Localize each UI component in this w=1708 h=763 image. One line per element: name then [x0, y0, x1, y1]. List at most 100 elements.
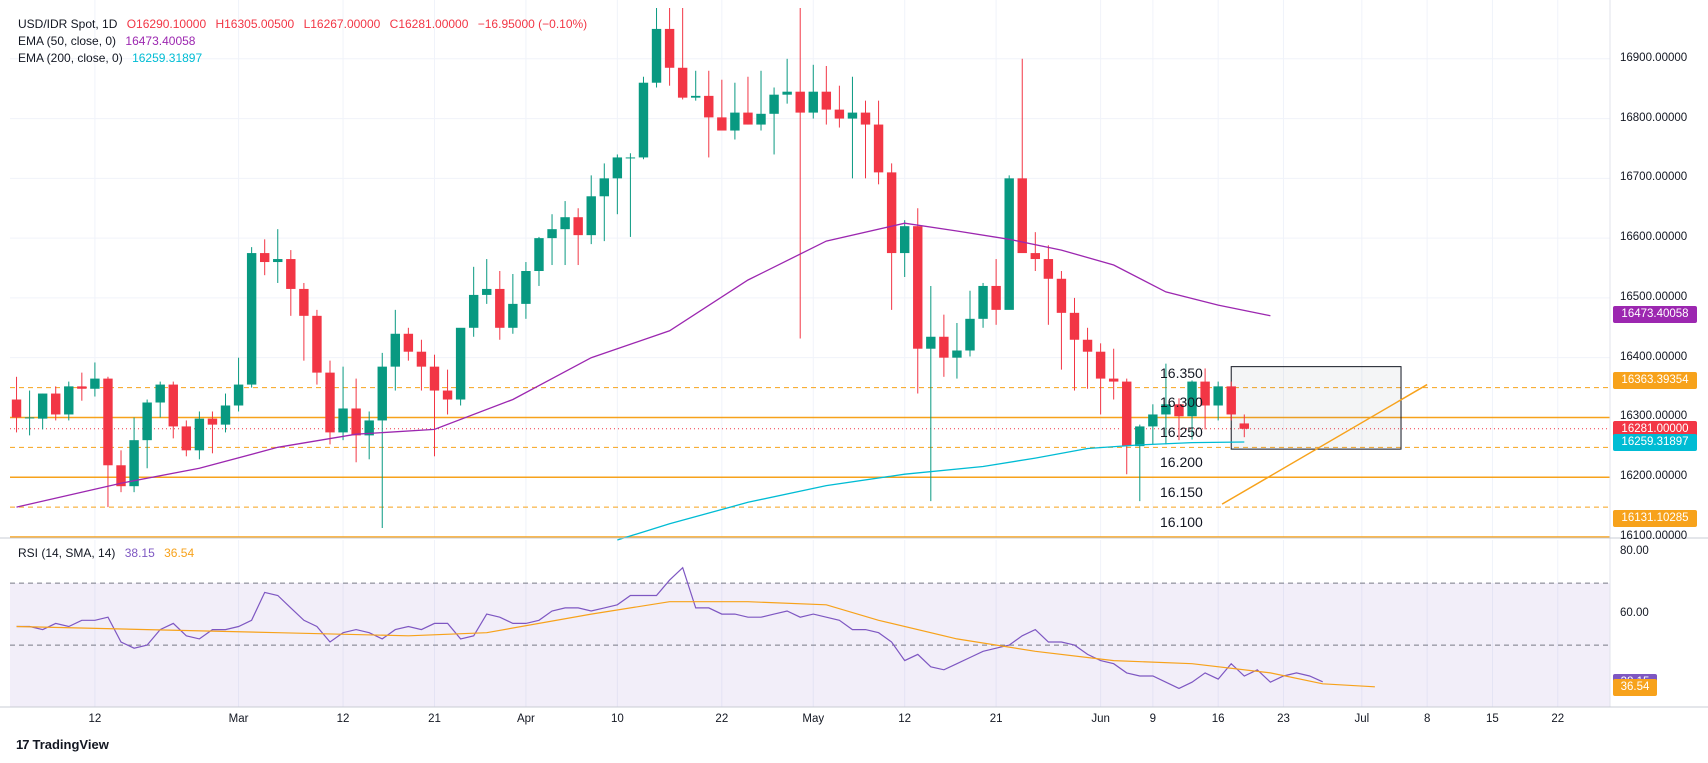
price-tag: 16131.10285 [1613, 510, 1697, 528]
candle-body [1213, 386, 1223, 406]
level-label: 16.200 [1160, 454, 1203, 471]
candle-body [11, 399, 22, 418]
price-tick-label: 16100.00000 [1620, 530, 1688, 542]
candle-body [116, 465, 126, 487]
rsi-sma-line [16, 601, 1375, 688]
candle-body [651, 28, 662, 83]
ema200-line [617, 441, 1245, 541]
candle-body [103, 378, 113, 466]
date-tick-label: 16 [1211, 713, 1225, 725]
date-tick-label: 23 [1277, 713, 1290, 725]
date-tick-label: Jun [1091, 713, 1110, 725]
low-value: L16267.00000 [303, 17, 381, 31]
candle-body [51, 393, 61, 415]
candle-body [926, 336, 936, 349]
candle-body [468, 294, 479, 328]
level-label: 16.300 [1160, 394, 1203, 411]
candle-body [717, 117, 727, 131]
candle-body [259, 253, 270, 263]
date-tick-label: Jul [1354, 713, 1370, 725]
candle-body [168, 384, 178, 427]
candle-body [913, 226, 923, 349]
candle-body [482, 288, 492, 295]
price-tag: 16281.00000 [1613, 420, 1697, 438]
candle-body [455, 327, 466, 400]
candle-body [795, 91, 805, 113]
date-tick-label: 15 [1486, 713, 1499, 725]
date-tick-label: 10 [610, 713, 624, 725]
consolidation-box [1230, 366, 1402, 450]
rsi-tick-label: 60.00 [1620, 607, 1649, 620]
candle-body [952, 350, 962, 358]
price-tick-label: 16200.00000 [1620, 470, 1688, 483]
close-value: C16281.00000 [389, 17, 469, 31]
candle-body [286, 259, 296, 289]
ema200-value: 16259.31897 [132, 51, 203, 65]
ohlc-legend: USD/IDR Spot, 1D O16290.10000 H16305.005… [18, 16, 593, 33]
ema50-value: 16473.40058 [125, 34, 196, 48]
price-tag: 16363.39354 [1613, 371, 1697, 389]
ema200-label: EMA (200, close, 0) [18, 51, 123, 65]
candle-body [560, 217, 570, 230]
date-tick-label: 8 [1423, 713, 1431, 725]
rsi-panel [10, 582, 1610, 708]
candle-body [1122, 381, 1132, 447]
candle-body [312, 315, 322, 373]
rsi-tag: 36.54 [1613, 678, 1657, 696]
date-tick-label: 21 [989, 713, 1003, 725]
ema-lines [16, 222, 1271, 541]
candle-body [77, 386, 87, 389]
price-tick-label: 16700.00000 [1620, 171, 1688, 184]
change-value: −16.95000 (−0.10%) [477, 17, 588, 31]
date-tick-label: 12 [898, 713, 912, 725]
symbol-label[interactable]: USD/IDR Spot, 1D [18, 17, 118, 31]
rsi-legend[interactable]: RSI (14, SMA, 14) 38.15 36.54 [18, 545, 200, 562]
candle-body [508, 303, 518, 328]
candle-body [547, 229, 557, 239]
tradingview-logo[interactable]: 17 TradingView [16, 737, 109, 752]
price-tick-label: 16300.00000 [1620, 410, 1688, 423]
date-tick-label: 22 [715, 713, 729, 725]
candle-body [1200, 381, 1210, 406]
ema50-line [16, 222, 1271, 508]
candle-body [978, 285, 988, 319]
date-tick-label: 22 [1551, 713, 1565, 725]
candle-body [691, 95, 701, 98]
candle-body [534, 238, 544, 272]
tradingview-icon: 17 [16, 737, 30, 752]
candle-body [638, 82, 649, 158]
candle-body [325, 372, 335, 433]
candle-body [625, 157, 636, 159]
candle-body [364, 420, 374, 436]
price-tick-label: 16800.00000 [1620, 111, 1688, 124]
candle-body [808, 91, 818, 113]
price-tick-label: 16600.00000 [1620, 231, 1688, 244]
ema50-legend[interactable]: EMA (50, close, 0) 16473.40058 [18, 33, 201, 50]
candle-body [1135, 426, 1145, 447]
candle-body [495, 288, 505, 328]
candle-body [860, 112, 871, 125]
candle-body [834, 109, 845, 119]
candle-body [743, 112, 753, 125]
ema200-legend[interactable]: EMA (200, close, 0) 16259.31897 [18, 50, 208, 67]
candle-body [965, 318, 975, 351]
level-label: 16.250 [1160, 424, 1203, 441]
candle-body [1069, 312, 1080, 340]
date-tick-label: May [802, 713, 825, 725]
candle-body [24, 417, 35, 419]
candle-body [299, 288, 309, 316]
candle-body [1017, 178, 1027, 254]
candle-body [1082, 339, 1093, 352]
candle-body [429, 366, 440, 391]
level-label: 16.350 [1160, 364, 1203, 381]
price-tick-label: 16400.00000 [1620, 350, 1688, 363]
rsi-lines [16, 566, 1375, 690]
trendline [1221, 383, 1428, 505]
rsi-label: RSI (14, SMA, 14) [18, 546, 116, 560]
candle-body [207, 418, 218, 425]
rsi-sma-value: 36.54 [164, 546, 195, 560]
candle-body [181, 426, 192, 451]
price-tag: 16473.40058 [1613, 305, 1697, 323]
high-value: H16305.00500 [215, 17, 295, 31]
